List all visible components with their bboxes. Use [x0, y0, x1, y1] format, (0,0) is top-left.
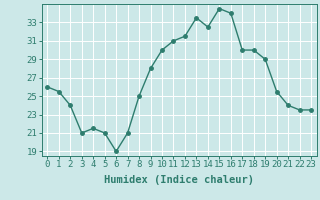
X-axis label: Humidex (Indice chaleur): Humidex (Indice chaleur) [104, 175, 254, 185]
